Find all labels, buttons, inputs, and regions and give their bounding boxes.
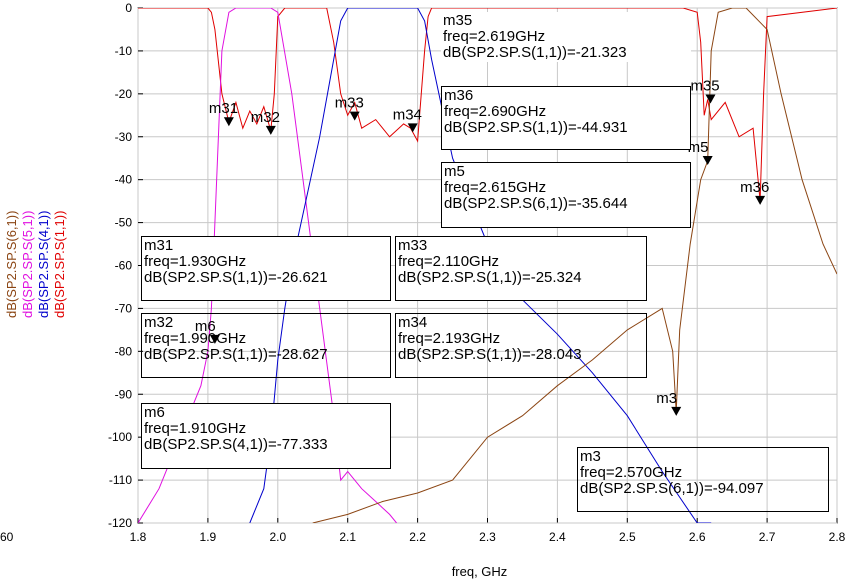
x-axis-label: freq, GHz — [452, 564, 508, 579]
marker-box-m31: m31 freq=1.930GHz dB(SP2.SP.S(1,1))=-26.… — [141, 236, 391, 301]
y-tick-label: -20 — [115, 87, 133, 101]
x-tick-label: 2.3 — [479, 530, 496, 544]
x-tick-label: 2.6 — [689, 530, 706, 544]
m6-value: dB(SP2.SP.S(4,1))=-77.333 — [144, 436, 328, 453]
series-line-1 — [138, 8, 397, 523]
m33-freq: freq=2.110GHz — [398, 253, 500, 270]
series-line-3 — [312, 8, 837, 523]
marker-label-m3: m3 — [656, 390, 677, 407]
marker-box-m35: m35 freq=2.619GHz dB(SP2.SP.S(1,1))=-21.… — [441, 12, 691, 62]
marker-m3 — [671, 406, 682, 416]
y-tick-label: -10 — [115, 44, 133, 58]
m5-value: dB(SP2.SP.S(6,1))=-35.644 — [444, 195, 628, 212]
x-tick-label: 1.9 — [200, 530, 217, 544]
y-axis-labels: dB(SP2.SP.S(6,1)) dB(SP2.SP.S(5,1)) dB(S… — [0, 190, 118, 320]
x-tick-label: 2.4 — [549, 530, 566, 544]
marker-m34 — [407, 123, 418, 133]
y-tick-label: -90 — [115, 387, 133, 401]
marker-m31 — [223, 117, 234, 127]
x-tick-label: 2.2 — [409, 530, 426, 544]
marker-box-m32: m32 freq=1.990GHz dB(SP2.SP.S(1,1))=-28.… — [141, 313, 391, 378]
marker-label-m33: m33 — [335, 95, 364, 112]
m31-freq: freq=1.930GHz — [144, 253, 247, 270]
m3-value: dB(SP2.SP.S(6,1))=-94.097 — [580, 480, 764, 497]
y-tick-label: -40 — [115, 173, 133, 187]
ylabel-s61: dB(SP2.SP.S(6,1)) — [4, 210, 19, 318]
series-line-2 — [249, 8, 712, 523]
m32-value: dB(SP2.SP.S(1,1))=-28.627 — [144, 346, 328, 363]
marker-box-m34: m34 freq=2.193GHz dB(SP2.SP.S(1,1))=-28.… — [395, 313, 647, 378]
m31-name: m31 — [144, 237, 174, 254]
marker-box-m36: m36 freq=2.690GHz dB(SP2.SP.S(1,1))=-44.… — [441, 86, 691, 150]
m33-value: dB(SP2.SP.S(1,1))=-25.324 — [398, 269, 582, 286]
x-tick-label: 1.8 — [130, 530, 147, 544]
m32-freq: freq=1.990GHz — [144, 330, 247, 347]
m34-value: dB(SP2.SP.S(1,1))=-28.043 — [398, 346, 582, 363]
x-tick-label: 2.5 — [619, 530, 636, 544]
y-tick-label: -50 — [115, 216, 133, 230]
y-tick-label: -80 — [115, 344, 133, 358]
m31-value: dB(SP2.SP.S(1,1))=-26.621 — [144, 269, 328, 286]
ylabel-s51: dB(SP2.SP.S(5,1)) — [20, 210, 35, 318]
m36-name: m36 — [444, 87, 474, 104]
marker-label-m36: m36 — [740, 179, 769, 196]
marker-m5 — [702, 155, 713, 165]
m3-freq: freq=2.570GHz — [580, 464, 683, 481]
m6-freq: freq=1.910GHz — [144, 420, 247, 437]
m5-freq: freq=2.615GHz — [444, 179, 547, 196]
m6-name: m6 — [144, 404, 165, 421]
y-tick-label: -100 — [108, 430, 132, 444]
marker-m32 — [265, 125, 276, 135]
marker-box-m33: m33 freq=2.110GHz dB(SP2.SP.S(1,1))=-25.… — [395, 236, 647, 301]
m34-name: m34 — [398, 314, 428, 331]
ylabel-s11: dB(SP2.SP.S(1,1)) — [52, 210, 67, 318]
y-tick-label: -70 — [115, 301, 133, 315]
m33-name: m33 — [398, 237, 428, 254]
x-tick-label: 2.8 — [829, 530, 846, 544]
m35-freq: freq=2.619GHz — [443, 28, 546, 45]
m35-value: dB(SP2.SP.S(1,1))=-21.323 — [443, 44, 627, 61]
m34-freq: freq=2.193GHz — [398, 330, 501, 347]
x-tick-label: 2.7 — [759, 530, 776, 544]
left-edge-tick-label: 60 — [0, 530, 14, 544]
marker-m6 — [209, 334, 220, 344]
marker-label-m31: m31 — [209, 100, 238, 117]
y-tick-label: -60 — [115, 259, 133, 273]
marker-label-m34: m34 — [393, 106, 422, 123]
m5-name: m5 — [444, 163, 465, 180]
marker-label-m35: m35 — [690, 78, 719, 95]
marker-label-m6: m6 — [195, 318, 216, 335]
marker-m36 — [755, 195, 766, 205]
ylabel-s41: dB(SP2.SP.S(4,1)) — [36, 210, 51, 318]
y-tick-label: -120 — [108, 516, 132, 530]
m32-name: m32 — [144, 314, 174, 331]
marker-m33 — [349, 111, 360, 121]
marker-box-m6: m6 freq=1.910GHz dB(SP2.SP.S(4,1))=-77.3… — [141, 403, 391, 469]
marker-label-m32: m32 — [251, 109, 280, 126]
marker-label-m5: m5 — [688, 139, 709, 156]
m36-value: dB(SP2.SP.S(1,1))=-44.931 — [444, 119, 628, 136]
y-tick-label: -110 — [109, 473, 132, 487]
marker-box-m3: m3 freq=2.570GHz dB(SP2.SP.S(6,1))=-94.0… — [577, 447, 829, 512]
x-tick-label: 2.0 — [269, 530, 286, 544]
y-tick-label: -30 — [115, 130, 133, 144]
m3-name: m3 — [580, 448, 601, 465]
m36-freq: freq=2.690GHz — [444, 103, 547, 120]
x-tick-label: 2.1 — [339, 530, 356, 544]
marker-box-m5: m5 freq=2.615GHz dB(SP2.SP.S(6,1))=-35.6… — [441, 162, 691, 228]
marker-m35 — [705, 94, 716, 104]
y-tick-label: 0 — [125, 1, 132, 15]
m35-name: m35 — [443, 12, 473, 29]
